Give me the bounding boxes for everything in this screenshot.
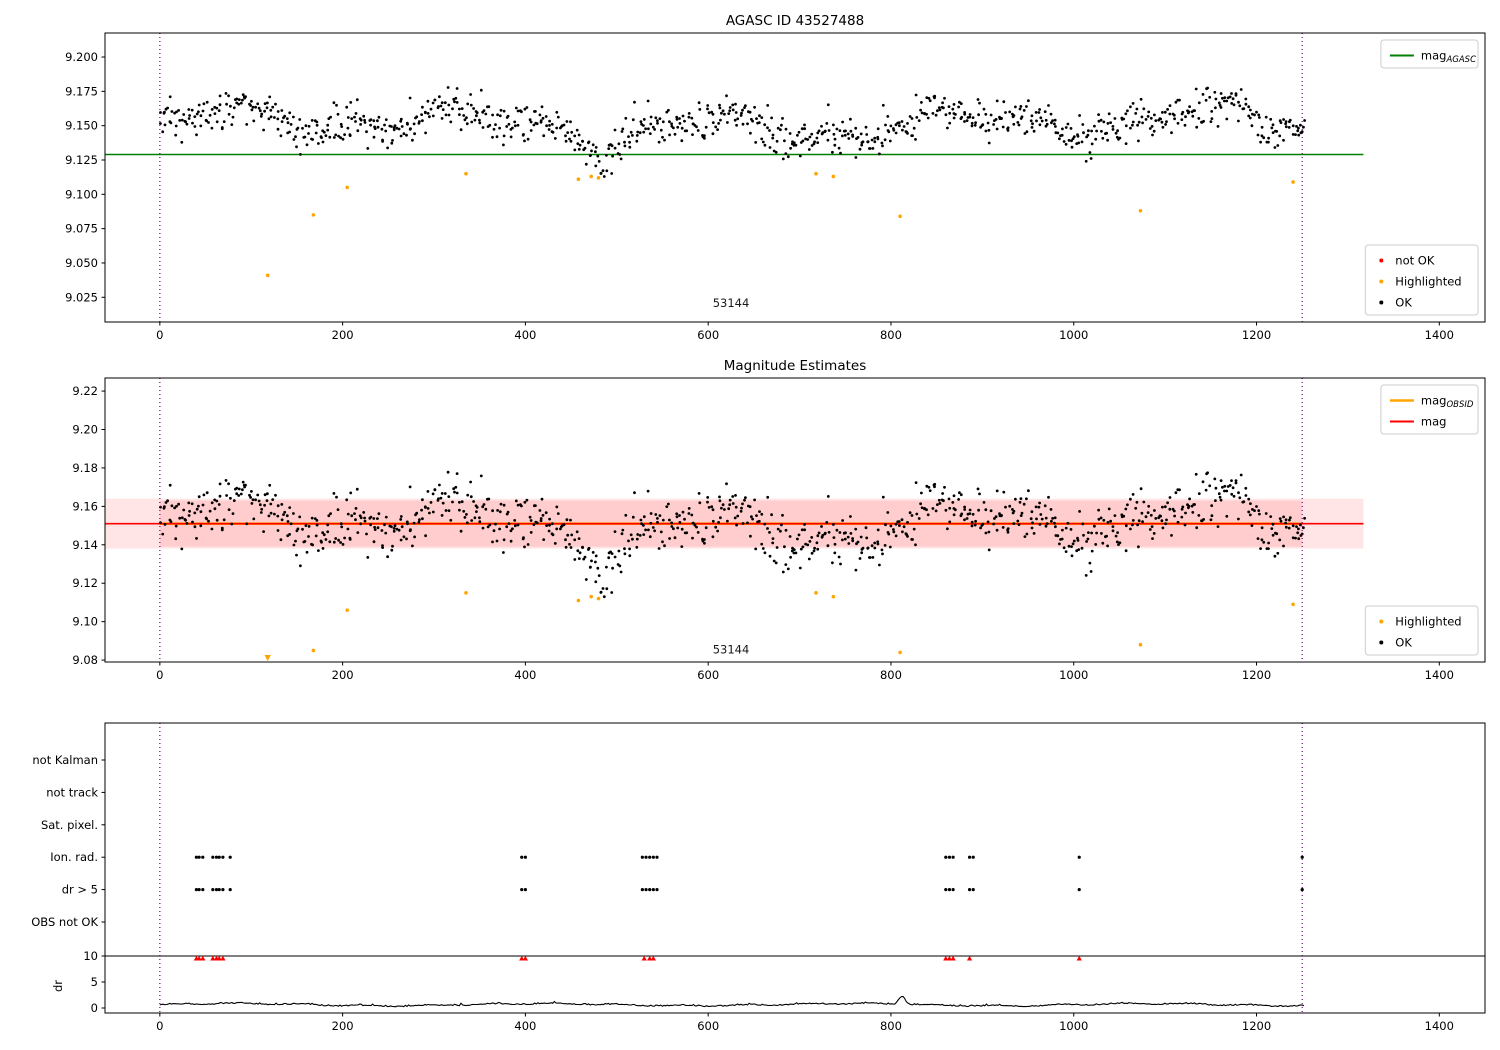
- y-tick-label: 9.075: [65, 222, 98, 236]
- flags-panel: not Kalman not track Sat. pixel. Ion. rad. d…: [31, 723, 1485, 1015]
- flag-category-label: not track: [46, 785, 98, 799]
- x-tick-label: 600: [697, 1019, 719, 1033]
- x-tick-label: 1400: [1425, 668, 1454, 682]
- x-tick-label: 1000: [1059, 328, 1088, 342]
- y-tick-label: 9.125: [65, 153, 98, 167]
- y-tick-label: 9.175: [65, 84, 98, 98]
- y-tick-label: 9.12: [72, 576, 98, 590]
- legend-label: not OK: [1395, 254, 1435, 268]
- flag-category-label: Ion. rad.: [50, 850, 98, 864]
- axes-frame: [104, 32, 1486, 323]
- ok-scatter: [159, 86, 1306, 178]
- dr-tick-label: 10: [83, 949, 98, 963]
- dr-line: [159, 995, 1305, 1008]
- x-tick-label: 1200: [1242, 1019, 1271, 1033]
- x-tick-label: 600: [697, 668, 719, 682]
- axes: 0 200 400 600 800 1000 1200 1400 9.08 9.10 9.12 9.1…: [72, 377, 1486, 682]
- x-tick-label: 1400: [1425, 328, 1454, 342]
- legend-label: OK: [1395, 636, 1412, 650]
- x-tick-label: 1200: [1242, 328, 1271, 342]
- x-tick-label: 800: [880, 668, 902, 682]
- y-tick-label: 9.050: [65, 256, 98, 270]
- flag-category-label: Sat. pixel.: [41, 818, 98, 832]
- legend: magAGASC: [1380, 39, 1479, 69]
- legend-box: [1364, 605, 1479, 656]
- axes: 0 200 400 600 800 1000 1200 1400: [104, 722, 1486, 1033]
- x-tick-label: 1000: [1059, 668, 1088, 682]
- y-tick-label: 9.200: [65, 50, 98, 64]
- y-tick-label: 9.08: [72, 653, 98, 667]
- x-tick-label: 1200: [1242, 668, 1271, 682]
- legend-box: [1364, 244, 1479, 316]
- x-tick-label: 200: [332, 328, 354, 342]
- dr-tick-label: 5: [91, 975, 98, 989]
- dr-axis-label: dr: [51, 980, 65, 992]
- legend-dot-sample: [1379, 258, 1384, 263]
- legend-dot-sample: [1379, 619, 1384, 624]
- legend: not OK Highlighted OK: [1364, 244, 1479, 316]
- y-tick-label: 9.150: [65, 119, 98, 133]
- legend-dot-sample: [1379, 640, 1384, 645]
- y-tick-label: 9.16: [72, 499, 98, 513]
- flag-category-label: OBS not OK: [31, 915, 98, 929]
- x-tick-label: 600: [697, 328, 719, 342]
- axes-frame: [104, 722, 1486, 1014]
- ok-scatter: [159, 470, 1306, 599]
- x-tick-label: 1400: [1425, 1019, 1454, 1033]
- dr-tick-label: 0: [91, 1001, 98, 1015]
- x-tick-label: 0: [156, 668, 163, 682]
- legend: Highlighted OK: [1364, 605, 1479, 656]
- dr-clipped-markers: [193, 955, 1082, 961]
- x-tick-label: 0: [156, 1019, 163, 1033]
- x-tick-label: 0: [156, 328, 163, 342]
- flag-category-label: dr > 5: [62, 883, 98, 897]
- axes-frame: [104, 377, 1486, 663]
- y-tick-label: 9.20: [72, 422, 98, 436]
- x-tick-label: 800: [880, 328, 902, 342]
- legend-dot-sample: [1379, 300, 1384, 305]
- legend-label: Highlighted: [1395, 615, 1461, 629]
- x-tick-label: 400: [514, 668, 536, 682]
- axes: 0 200 400 600 800 1000 1200 1400 9.025 9.050 9.075…: [65, 32, 1486, 342]
- highlighted-scatter: [264, 591, 1295, 661]
- x-tick-label: 800: [880, 1019, 902, 1033]
- legend-label: mag: [1421, 415, 1447, 429]
- x-tick-label: 400: [514, 328, 536, 342]
- legend-label: OK: [1395, 296, 1412, 310]
- obsid-annotation: 53144: [713, 296, 750, 310]
- highlighted-scatter: [265, 171, 1295, 278]
- obsid-annotation: 53144: [713, 642, 750, 656]
- y-tick-label: 9.100: [65, 187, 98, 201]
- clipped-marker: [264, 655, 271, 661]
- x-tick-label: 200: [332, 1019, 354, 1033]
- x-tick-label: 200: [332, 668, 354, 682]
- panel2-title: Magnitude Estimates: [723, 358, 867, 374]
- x-tick-label: 1000: [1059, 1019, 1088, 1033]
- panel1-title: AGASC ID 43527488: [725, 13, 865, 29]
- flag-category-label: not Kalman: [32, 753, 98, 767]
- legend-dot-sample: [1379, 279, 1384, 284]
- legend-label: Highlighted: [1395, 275, 1461, 289]
- flag-dots: [194, 855, 1304, 892]
- y-tick-label: 9.10: [72, 615, 98, 629]
- x-tick-label: 400: [514, 1019, 536, 1033]
- legend-box: [1380, 39, 1479, 69]
- y-tick-label: 9.22: [72, 384, 98, 398]
- y-tick-label: 9.14: [72, 538, 98, 552]
- y-tick-label: 9.025: [65, 290, 98, 304]
- y-tick-label: 9.18: [72, 461, 98, 475]
